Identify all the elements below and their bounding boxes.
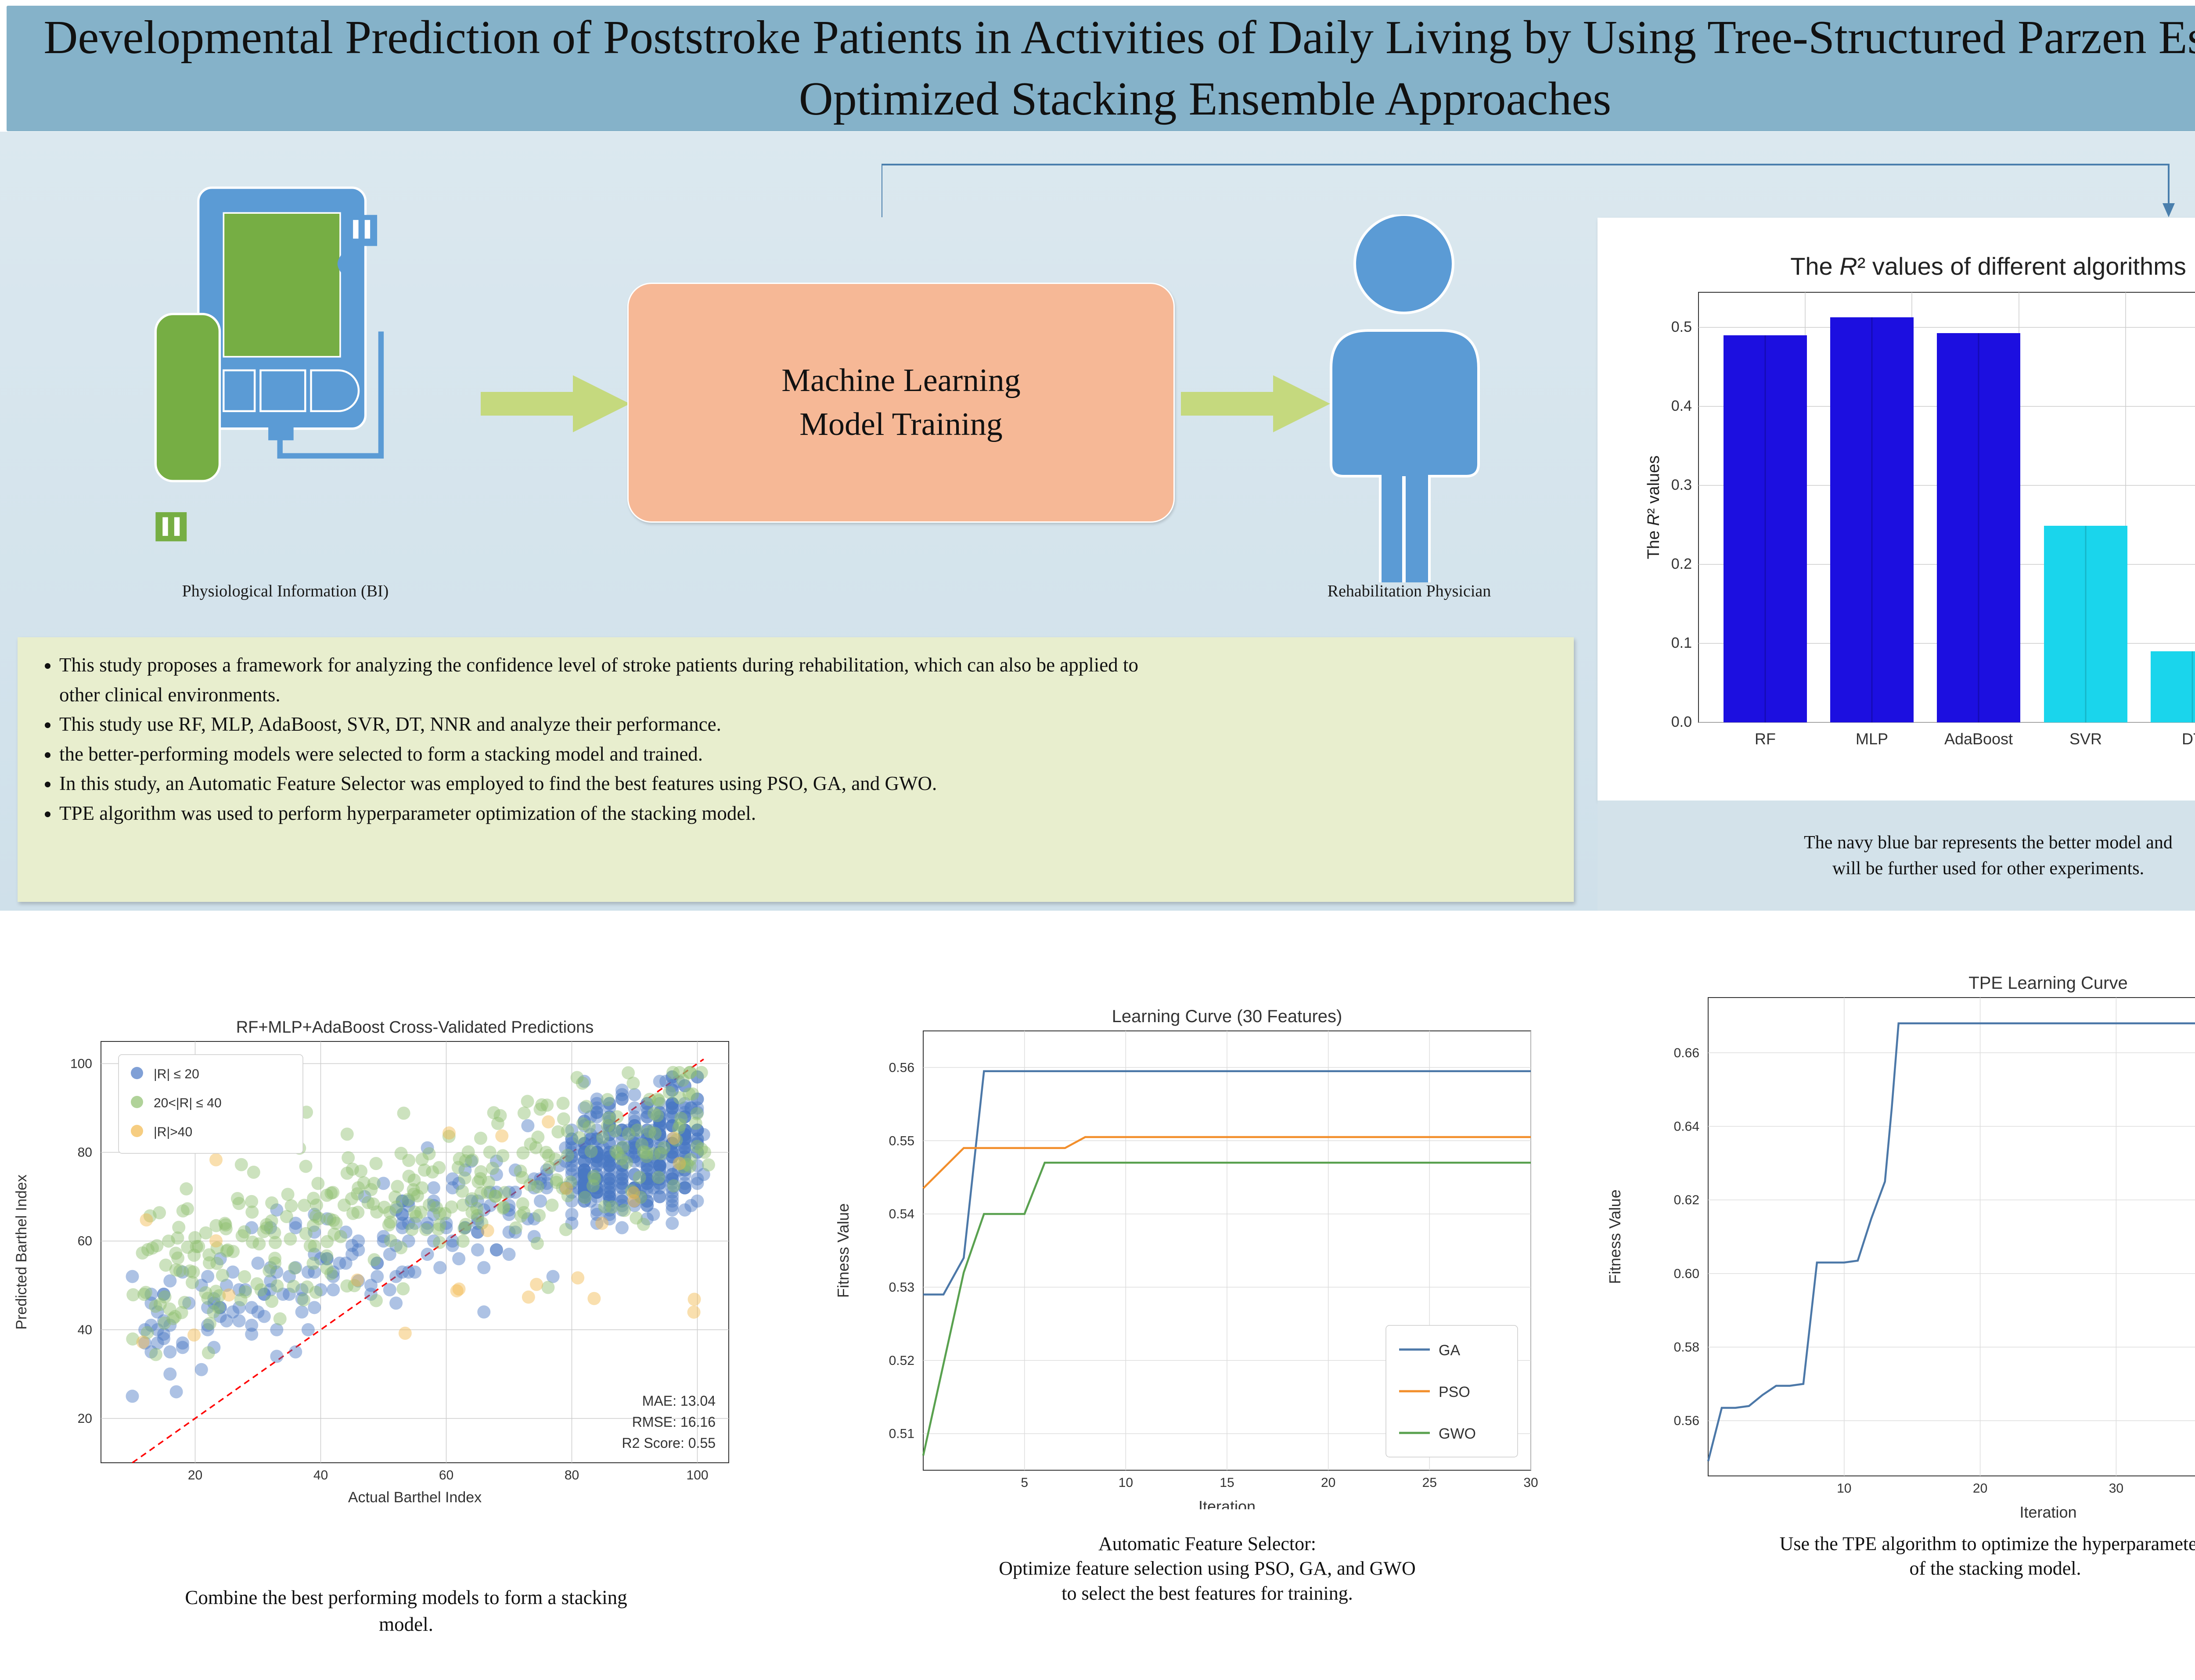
svg-text:RF: RF	[1755, 730, 1776, 748]
svg-text:25: 25	[1422, 1475, 1437, 1490]
svg-text:Actual Barthel Index: Actual Barthel Index	[348, 1489, 482, 1506]
svg-text:30: 30	[2109, 1481, 2123, 1496]
svg-text:0.51: 0.51	[889, 1427, 914, 1441]
svg-text:RF+MLP+AdaBoost Cross-Validate: RF+MLP+AdaBoost Cross-Validated Predicti…	[236, 1018, 594, 1037]
svg-text:TPE Learning Curve: TPE Learning Curve	[1968, 973, 2127, 993]
svg-text:0.58: 0.58	[1674, 1340, 1699, 1355]
svg-text:15: 15	[1220, 1475, 1234, 1490]
svg-text:0.62: 0.62	[1674, 1193, 1699, 1207]
svg-text:Fitness Value: Fitness Value	[834, 1203, 852, 1298]
svg-text:20: 20	[78, 1411, 92, 1426]
svg-text:0.56: 0.56	[1674, 1414, 1699, 1428]
svg-text:Iteration: Iteration	[1198, 1497, 1256, 1509]
svg-text:5: 5	[1021, 1475, 1028, 1490]
svg-text:0.3: 0.3	[1671, 477, 1692, 493]
svg-text:0.64: 0.64	[1674, 1119, 1699, 1134]
svg-text:60: 60	[78, 1234, 92, 1249]
svg-text:MAE: 13.04: MAE: 13.04	[642, 1393, 716, 1409]
svg-text:10: 10	[1119, 1475, 1133, 1490]
svg-text:GA: GA	[1439, 1342, 1460, 1359]
svg-text:20: 20	[1973, 1481, 1987, 1496]
svg-text:0.2: 0.2	[1671, 556, 1692, 572]
svg-text:GWO: GWO	[1439, 1425, 1476, 1442]
svg-text:The R² values of different alg: The R² values of different algorithms	[1790, 252, 2186, 280]
svg-text:40: 40	[78, 1323, 92, 1337]
svg-text:0.53: 0.53	[889, 1280, 914, 1295]
svg-text:0.1: 0.1	[1671, 635, 1692, 651]
svg-text:Predicted Barthel Index: Predicted Barthel Index	[13, 1174, 30, 1329]
svg-text:Iteration: Iteration	[2019, 1503, 2076, 1520]
svg-text:SVR: SVR	[2069, 730, 2102, 748]
svg-text:20: 20	[188, 1468, 202, 1483]
svg-text:0.66: 0.66	[1674, 1046, 1699, 1060]
svg-text:0.55: 0.55	[889, 1134, 914, 1148]
svg-text:100: 100	[686, 1468, 708, 1483]
svg-text:0.52: 0.52	[889, 1353, 914, 1368]
svg-text:40: 40	[313, 1468, 328, 1483]
svg-text:DT: DT	[2182, 730, 2195, 748]
svg-text:Fitness Value: Fitness Value	[1606, 1189, 1624, 1284]
svg-text:10: 10	[1837, 1481, 1851, 1496]
svg-text:AdaBoost: AdaBoost	[1944, 730, 2013, 748]
svg-text:0.4: 0.4	[1671, 398, 1692, 414]
svg-text:MLP: MLP	[1856, 730, 1888, 748]
svg-text:0.60: 0.60	[1674, 1267, 1699, 1281]
svg-text:|R| ≤ 20: |R| ≤ 20	[154, 1067, 199, 1081]
svg-text:0.54: 0.54	[889, 1207, 914, 1221]
svg-text:Learning Curve (30 Features): Learning Curve (30 Features)	[1112, 1007, 1342, 1026]
svg-text:0.56: 0.56	[889, 1060, 914, 1075]
svg-text:PSO: PSO	[1439, 1384, 1470, 1400]
svg-text:The R² values: The R² values	[1644, 456, 1663, 560]
svg-text:RMSE: 16.16: RMSE: 16.16	[632, 1414, 716, 1430]
svg-text:0.0: 0.0	[1671, 714, 1692, 730]
svg-text:R2 Score: 0.55: R2 Score: 0.55	[622, 1435, 716, 1451]
svg-text:60: 60	[439, 1468, 453, 1483]
svg-text:80: 80	[565, 1468, 579, 1483]
svg-text:100: 100	[70, 1057, 92, 1071]
svg-text:80: 80	[78, 1145, 92, 1160]
svg-text:20<|R| ≤ 40: 20<|R| ≤ 40	[154, 1096, 222, 1110]
svg-text:|R|>40: |R|>40	[154, 1125, 192, 1139]
svg-text:30: 30	[1523, 1475, 1538, 1490]
svg-text:0.5: 0.5	[1671, 319, 1692, 335]
svg-text:20: 20	[1321, 1475, 1335, 1490]
